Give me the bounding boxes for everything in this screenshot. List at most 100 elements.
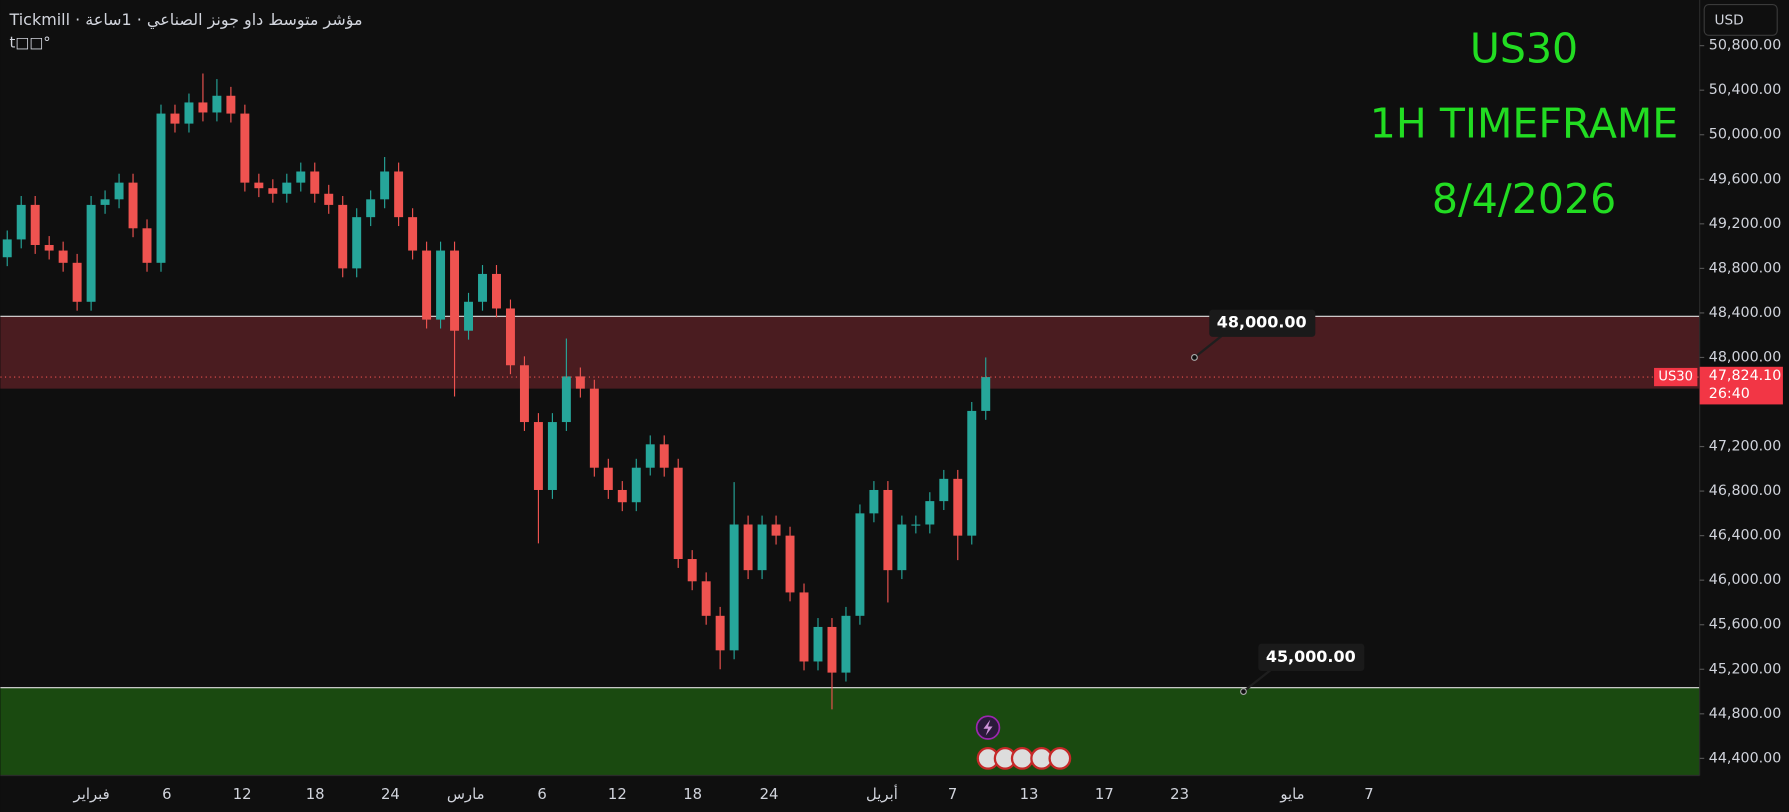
candle-body (114, 182, 124, 200)
currency-button[interactable] (1703, 3, 1778, 36)
candle-body (505, 308, 515, 366)
candle-body (156, 113, 166, 263)
candle-body (519, 365, 529, 423)
y-tick-label: 50,000.00 (1709, 127, 1782, 143)
candle-body (855, 513, 865, 616)
x-tick-label: 17 (1095, 786, 1114, 803)
candle-body (869, 489, 879, 514)
y-tick-label: 50,400.00 (1709, 82, 1782, 98)
annotation-label: 45,000.00 (1266, 647, 1356, 666)
annotation-label: 48,000.00 (1217, 313, 1307, 332)
y-tick-label: 48,400.00 (1709, 305, 1782, 321)
symbol-tag-label: US30 (1658, 370, 1693, 385)
annotation-anchor (1240, 688, 1247, 695)
candle-body (226, 95, 236, 114)
candle-body (715, 615, 725, 651)
chart-header-sub: t□□° (10, 34, 51, 51)
candle-body (366, 199, 376, 218)
candle-body (701, 581, 711, 616)
x-tick-label: 7 (1364, 786, 1373, 803)
x-tick-label: 23 (1170, 786, 1189, 803)
candle-body (953, 478, 963, 536)
candle-body (16, 204, 26, 240)
x-tick-label: 24 (760, 786, 779, 803)
annotation-pointer (1193, 334, 1223, 359)
x-tick-label: 24 (381, 786, 400, 803)
candle-body (296, 171, 306, 183)
candle-body (380, 171, 390, 200)
zone (0, 316, 1700, 389)
annotation-anchor (1191, 354, 1198, 361)
candle-body (757, 524, 767, 571)
chart-title: US30 (1470, 24, 1578, 72)
x-tick-label: 6 (162, 786, 171, 803)
last-price-label: 47,824.10 (1709, 368, 1782, 384)
candle-body (86, 204, 96, 302)
countdown-label: 26:40 (1709, 386, 1750, 402)
y-tick-label: 46,000.00 (1709, 572, 1782, 588)
y-tick-label: 48,000.00 (1709, 349, 1782, 365)
candle-body (589, 388, 599, 468)
candle-body (939, 478, 949, 502)
annotation-pointer (1242, 668, 1272, 693)
candle-body (72, 262, 82, 302)
candle-body (268, 188, 278, 194)
candle-body (799, 592, 809, 662)
y-tick-label: 46,800.00 (1709, 483, 1782, 499)
candle-body (911, 524, 921, 526)
candle-body (645, 444, 655, 468)
candle-body (673, 467, 683, 560)
candle-body (897, 524, 907, 571)
candle-body (324, 193, 334, 205)
annotation-box (1209, 309, 1316, 337)
event-glyph (983, 719, 993, 736)
candle-body (561, 376, 571, 423)
candle-body (254, 182, 264, 189)
x-tick-label: 18 (683, 786, 702, 803)
x-tick-label: 12 (608, 786, 627, 803)
candle-body (450, 250, 460, 331)
flag-icon[interactable] (1010, 746, 1034, 770)
candle-body (142, 228, 152, 263)
chart-header: Tickmill · مؤشر متوسط داو جونز الصناعي ·… (9, 10, 363, 30)
candle-body (128, 182, 138, 229)
candle-body (729, 524, 739, 651)
candle-body (352, 217, 362, 269)
candle-body (687, 559, 697, 582)
x-tick-label: مارس (447, 786, 485, 803)
y-tick-label: 44,400.00 (1709, 750, 1782, 766)
candle-body (603, 467, 613, 490)
flag-icon[interactable] (1048, 746, 1072, 770)
candle-body (198, 102, 208, 113)
candle-body (30, 204, 40, 245)
currency-label[interactable]: USD (1714, 13, 1743, 29)
candle-body (813, 626, 823, 662)
candle-body (2, 239, 12, 258)
y-tick-label: 45,200.00 (1709, 661, 1782, 677)
zone (0, 687, 1700, 776)
candle-body (338, 204, 348, 269)
candle-body (394, 171, 404, 218)
candle-body (184, 102, 194, 124)
y-tick-label: 48,800.00 (1709, 260, 1782, 276)
candle-body (925, 501, 935, 525)
y-tick-label: 44,800.00 (1709, 706, 1782, 722)
candle-body (841, 615, 851, 673)
candle-body (422, 250, 432, 320)
candle-body (44, 244, 54, 251)
candle-body (310, 171, 320, 194)
candle-body (575, 376, 585, 389)
candle-body (436, 250, 446, 320)
chart-title: 1H TIMEFRAME (1370, 100, 1678, 148)
candle-body (771, 524, 781, 536)
y-tick-label: 49,200.00 (1709, 216, 1782, 232)
y-tick-label: 50,800.00 (1709, 38, 1782, 54)
candle-body (282, 182, 292, 194)
candle-body (981, 377, 991, 411)
y-tick-label: 47,200.00 (1709, 439, 1782, 455)
candle-body (659, 444, 669, 468)
x-tick-label: مايو (1279, 786, 1304, 803)
candle-body (967, 410, 977, 536)
